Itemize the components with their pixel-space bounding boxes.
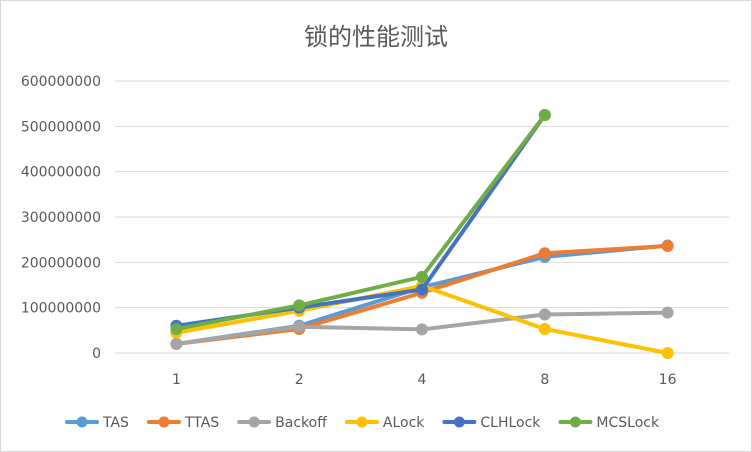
y-tick-label: 0: [92, 346, 101, 362]
legend-swatch-marker: [248, 416, 260, 428]
legend-item: MCSLock: [558, 415, 660, 431]
x-tick-label: 8: [540, 372, 549, 388]
y-tick-label: 600000000: [21, 74, 101, 90]
data-point: [293, 299, 306, 312]
series-mcslock: [170, 109, 551, 335]
x-tick-label: 2: [295, 372, 304, 388]
legend-swatch-marker: [356, 416, 368, 428]
x-tick-label: 16: [659, 372, 677, 388]
legend: TAS TTAS Backoff ALock CLHLock MCSLock: [65, 415, 660, 431]
legend-item: ALock: [344, 415, 425, 431]
data-point: [416, 270, 428, 283]
data-point: [538, 308, 551, 321]
y-axis-ticks: 0 100000000 200000000 300000000 400000000 500…: [21, 74, 101, 362]
data-point: [538, 247, 551, 260]
series-line: [174, 113, 547, 328]
legend-item: CLHLock: [442, 415, 541, 431]
chart-title: 锁的性能测试: [304, 23, 448, 51]
legend-label: CLHLock: [480, 415, 541, 431]
legend-label: TTAS: [184, 415, 219, 431]
x-axis-ticks: 1 2 4 8 16: [172, 372, 677, 388]
x-tick-label: 4: [418, 372, 427, 388]
legend-swatch-marker: [569, 416, 581, 428]
data-point: [170, 337, 183, 350]
legend-swatch-marker: [158, 416, 170, 428]
y-tick-label: 300000000: [21, 210, 101, 226]
data-point: [661, 306, 674, 319]
legend-item: Backoff: [237, 415, 327, 431]
grid-lines: [115, 80, 729, 354]
data-point: [538, 322, 551, 335]
data-point: [661, 240, 674, 253]
data-point: [416, 323, 428, 336]
y-tick-label: 200000000: [21, 255, 101, 271]
legend-item: TAS: [65, 415, 129, 431]
legend-label: Backoff: [275, 415, 327, 431]
legend-swatch-marker: [453, 416, 465, 428]
data-point: [293, 320, 306, 333]
series-lines: [170, 109, 674, 359]
legend-swatch-marker: [76, 416, 88, 428]
legend-label: ALock: [383, 415, 425, 431]
data-point: [170, 322, 183, 335]
x-tick-label: 1: [172, 372, 181, 388]
y-tick-label: 500000000: [21, 119, 101, 135]
legend-label: MCSLock: [596, 415, 660, 431]
y-tick-label: 400000000: [21, 165, 101, 181]
legend-label: TAS: [102, 415, 129, 431]
legend-item: TTAS: [146, 415, 219, 431]
series-clhlock: [170, 109, 551, 332]
series-backoff: [170, 306, 674, 350]
data-point: [416, 283, 428, 296]
series-line: [174, 113, 547, 331]
data-point: [661, 347, 674, 359]
data-point: [538, 109, 551, 121]
y-tick-label: 100000000: [21, 301, 101, 317]
